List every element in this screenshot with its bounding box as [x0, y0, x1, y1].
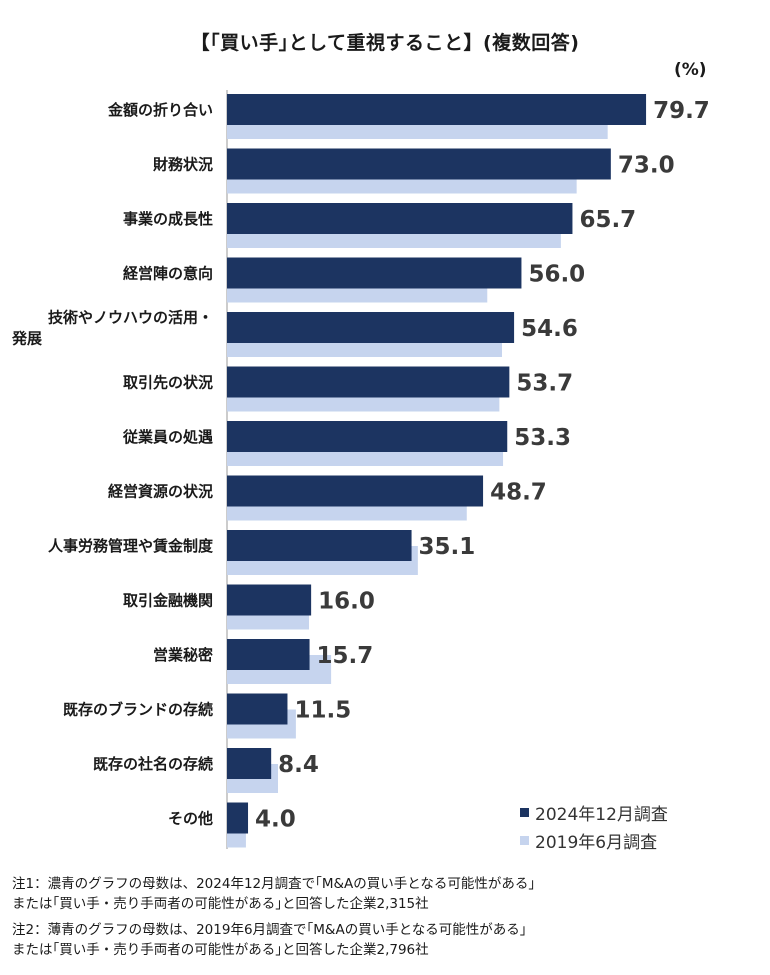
legend-item-2019: 2019年6月調査 — [520, 826, 668, 854]
bar-2024-9 — [227, 584, 312, 616]
category-label-3-0: 経営陣の意向 — [123, 265, 213, 283]
category-label-4-0: 技術やノウハウの活用・ — [48, 309, 213, 327]
category-label-0-0: 金額の折り合い — [107, 101, 213, 119]
value-label-3: 56.0 — [528, 262, 585, 288]
category-label-13-0: その他 — [168, 810, 213, 828]
footnote-1: 注1：濃青のグラフの母数は、2024年12月調査で｢M&Aの買い手となる可能性が… — [12, 874, 762, 914]
bar-2024-12 — [227, 748, 272, 779]
bar-2024-3 — [227, 257, 522, 289]
category-label-9-0: 取引金融機関 — [123, 592, 213, 610]
value-label-9: 16.0 — [318, 589, 375, 615]
legend-swatch-2019 — [520, 835, 529, 845]
value-label-11: 11.5 — [294, 698, 351, 724]
value-label-13: 4.0 — [255, 807, 296, 833]
category-label-7-0: 経営資源の状況 — [108, 483, 213, 501]
category-label-4-1: 発展 — [11, 330, 42, 348]
value-label-4: 54.6 — [521, 316, 578, 342]
value-label-8: 35.1 — [419, 534, 476, 560]
legend-label-2024: 2024年12月調査 — [535, 804, 668, 825]
category-label-2-0: 事業の成長性 — [123, 210, 213, 228]
footnote-2-line-2: または｢買い手・売り手両者の可能性がある｣と回答した企業2,796社 — [12, 942, 429, 958]
legend-swatch-2024 — [520, 807, 529, 817]
bar-2024-10 — [227, 639, 310, 670]
unit-label: (%) — [674, 60, 707, 80]
value-label-5: 53.7 — [516, 371, 573, 397]
bar-2024-11 — [227, 693, 288, 725]
bar-2024-6 — [227, 421, 508, 452]
category-label-8-0: 人事労務管理や賃金制度 — [48, 537, 214, 555]
category-label-12-0: 既存の社名の存続 — [93, 755, 213, 773]
category-label-11-0: 既存のブランドの存続 — [63, 701, 213, 719]
footnote-2-line-1: 注2：薄青のグラフの母数は、2019年6月調査で｢M&Aの買い手となる可能性があ… — [12, 922, 527, 938]
value-label-10: 15.7 — [317, 643, 374, 669]
bar-chart: 79.7 金額の折り合い 73.0 財務状況 65.7 事業の成長性 56.0 経営陣の意向 5… — [11, 90, 710, 849]
bar-2024-2 — [227, 203, 573, 234]
category-label-6-0: 従業員の処遇 — [122, 428, 213, 446]
bar-2024-1 — [227, 148, 611, 180]
value-label-7: 48.7 — [490, 480, 547, 506]
chart-title: 【｢買い手｣として重視すること】(複数回答) — [190, 32, 580, 54]
footnote-1-line-1: 注1：濃青のグラフの母数は、2024年12月調査で｢M&Aの買い手となる可能性が… — [12, 876, 536, 892]
legend-label-2019: 2019年6月調査 — [535, 832, 658, 853]
value-label-2: 65.7 — [579, 207, 636, 233]
category-label-1-0: 財務状況 — [152, 156, 213, 174]
bar-2024-13 — [227, 802, 249, 834]
bar-2024-4 — [227, 312, 515, 343]
legend-item-2024: 2024年12月調査 — [520, 798, 668, 826]
legend: 2024年12月調査 2019年6月調査 — [520, 798, 668, 854]
bar-2024-5 — [227, 366, 510, 398]
bar-2024-0 — [227, 94, 647, 125]
footnote-2: 注2：薄青のグラフの母数は、2019年6月調査で｢M&Aの買い手となる可能性があ… — [12, 920, 762, 960]
footnote-1-line-2: または｢買い手・売り手両者の可能性がある｣と回答した企業2,315社 — [12, 896, 429, 912]
value-label-0: 79.7 — [653, 98, 710, 124]
bar-2024-7 — [227, 475, 484, 507]
bar-2024-8 — [227, 530, 412, 561]
value-label-12: 8.4 — [278, 752, 319, 778]
value-label-6: 53.3 — [514, 425, 571, 451]
value-label-1: 73.0 — [618, 153, 675, 179]
footnotes: 注1：濃青のグラフの母数は、2024年12月調査で｢M&Aの買い手となる可能性が… — [12, 874, 762, 966]
category-label-10-0: 営業秘密 — [153, 646, 213, 664]
category-label-5-0: 取引先の状況 — [123, 374, 213, 392]
